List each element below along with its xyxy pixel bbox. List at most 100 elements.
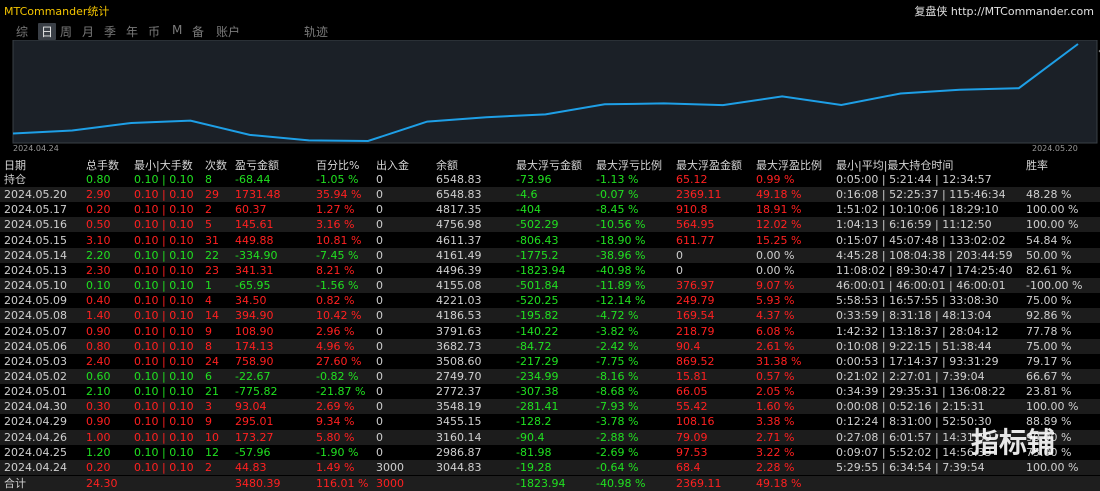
table-row[interactable]: 2024.04.25 1.20 0.10 | 0.10 12 -57.96 -1.90 %… <box>0 445 1100 460</box>
tab-10[interactable]: 轨迹 <box>304 25 329 39</box>
tab-8[interactable]: 备 <box>192 25 205 39</box>
cell-pct: 27.60 % <box>316 354 362 368</box>
column-header[interactable]: 最小|平均|最大持仓时间 <box>836 159 954 172</box>
cell-date: 2024.05.17 <box>4 203 67 217</box>
table-row[interactable]: 2024.05.06 0.80 0.10 | 0.10 8 174.13 4.96 % 0 3… <box>0 338 1100 354</box>
column-header[interactable]: 最小|大手数 <box>134 159 193 172</box>
cell-pnl: 1731.48 <box>235 188 281 202</box>
cell-flow: 0 <box>376 188 383 202</box>
table-row[interactable]: 2024.05.02 0.60 0.10 | 0.10 6 -22.67 -0.82 % 0… <box>0 368 1100 384</box>
column-header[interactable]: 次数 <box>205 159 227 172</box>
column-header[interactable]: 出入金 <box>376 159 409 172</box>
cell-balance: 4161.49 <box>436 248 482 262</box>
cell-maxloss_pct: -11.89 % <box>596 279 646 293</box>
cell-date: 2024.05.01 <box>4 385 67 399</box>
cell-pct: 35.94 % <box>316 188 362 202</box>
cell-minmax: 0.10 | 0.10 <box>134 203 194 217</box>
column-header[interactable]: 最大浮盈比例 <box>756 159 822 172</box>
cell-date: 2024.05.08 <box>4 309 67 323</box>
cell-balance: 3682.73 <box>436 339 482 353</box>
table-row[interactable]: 2024.05.07 0.90 0.10 | 0.10 9 108.90 2.96 % 0 3… <box>0 324 1100 339</box>
column-header[interactable]: 盈亏金额 <box>235 159 279 172</box>
cell-winrate: 75.00 % <box>1026 294 1072 308</box>
table-row[interactable]: 2024.04.30 0.30 0.10 | 0.10 3 93.04 2.69 % 0 35… <box>0 399 1100 415</box>
table-row[interactable]: 2024.04.24 0.20 0.10 | 0.10 2 44.83 1.49 % 300… <box>0 459 1100 475</box>
table-row[interactable]: 2024.05.16 0.50 0.10 | 0.10 5 145.61 3.16 % 0 4… <box>0 217 1100 233</box>
column-header[interactable]: 日期 <box>4 159 26 172</box>
cell-maxloss_pct: -7.93 % <box>596 400 639 414</box>
table-row[interactable]: 2024.05.20 2.90 0.10 | 0.10 29 1731.48 35.94 … <box>0 187 1100 203</box>
tab-1[interactable]: 日 <box>38 23 57 40</box>
cell-minmax: 0.10 | 0.10 <box>134 415 194 429</box>
column-header[interactable]: 最大浮亏金额 <box>516 159 582 172</box>
cell-lots: 0.60 <box>86 369 111 383</box>
table-row[interactable]: 2024.05.14 2.20 0.10 | 0.10 22 -334.90 -7.45 … <box>0 247 1100 263</box>
cell-maxprofit_pct: 2.05 % <box>756 385 795 399</box>
cell-date: 2024.05.16 <box>4 218 67 232</box>
cell-flow: 0 <box>376 445 383 459</box>
table-row[interactable]: 2024.05.15 3.10 0.10 | 0.10 31 449.88 10.81 %… <box>0 233 1100 248</box>
cell-hold: 0:16:08 | 52:25:37 | 115:46:34 <box>836 188 1006 202</box>
tab-0[interactable]: 综 <box>16 25 29 39</box>
cell-count: 4 <box>205 294 212 308</box>
cell-maxprofit: 0 <box>676 248 683 262</box>
cell-winrate: 50.00 % <box>1026 248 1072 262</box>
cell-minmax: 0.10 | 0.10 <box>134 385 194 399</box>
tab-2[interactable]: 周 <box>60 25 73 39</box>
cell-hold: 0:34:39 | 29:35:31 | 136:08:22 <box>836 385 1006 399</box>
total-lots: 24.30 <box>86 477 118 490</box>
cell-maxloss: -1823.94 <box>516 263 566 277</box>
tab-3[interactable]: 月 <box>82 25 95 39</box>
column-header[interactable]: 百分比% <box>316 159 360 172</box>
tab-6[interactable]: 币 <box>148 25 161 39</box>
total-pnl: 3480.39 <box>235 477 281 490</box>
cell-pnl: -68.44 <box>235 173 271 186</box>
cell-maxprofit: 15.81 <box>676 369 708 383</box>
cell-count: 5 <box>205 218 212 232</box>
cell-maxloss_pct: -40.98 % <box>596 263 646 277</box>
table-row[interactable]: 2024.05.09 0.40 0.10 | 0.10 4 34.50 0.82 % 0 42… <box>0 293 1100 308</box>
cell-maxloss: -73.96 <box>516 173 552 186</box>
column-header[interactable]: 总手数 <box>86 159 119 172</box>
cell-lots: 0.90 <box>86 415 111 429</box>
cell-lots: 2.30 <box>86 263 111 277</box>
tab-9[interactable]: 账户 <box>216 25 241 39</box>
table-row[interactable]: 2024.05.08 1.40 0.10 | 0.10 14 394.90 10.42 %… <box>0 308 1100 324</box>
cell-maxloss_pct: -2.88 % <box>596 430 639 444</box>
cell-maxprofit: 97.53 <box>676 445 708 459</box>
cell-hold: 46:00:01 | 46:00:01 | 46:00:01 <box>836 279 1006 293</box>
cell-count: 3 <box>205 400 212 414</box>
cell-maxprofit: 249.79 <box>676 294 715 308</box>
column-header[interactable]: 余额 <box>436 159 458 172</box>
cell-maxprofit: 869.52 <box>676 354 715 368</box>
cell-flow: 0 <box>376 233 383 247</box>
table-row[interactable]: 2024.05.01 2.10 0.10 | 0.10 21 -775.82 -21.87… <box>0 384 1100 399</box>
tab-4[interactable]: 季 <box>104 25 117 39</box>
cell-lots: 2.90 <box>86 188 111 202</box>
cell-hold: 1:04:13 | 6:16:59 | 11:12:50 <box>836 218 992 232</box>
table-row[interactable]: 2024.05.13 2.30 0.10 | 0.10 23 341.31 8.21 % 0… <box>0 263 1100 278</box>
column-header[interactable]: 最大浮盈金额 <box>676 159 742 172</box>
cell-pnl: 145.61 <box>235 218 274 232</box>
table-row[interactable]: 2024.05.10 0.10 0.10 | 0.10 1 -65.95 -1.56 % 0… <box>0 278 1100 294</box>
column-header[interactable]: 胜率 <box>1026 159 1048 172</box>
cell-balance: 3160.14 <box>436 430 482 444</box>
tab-7[interactable]: M <box>172 23 183 37</box>
table-row[interactable]: 2024.05.03 2.40 0.10 | 0.10 24 758.90 27.60 %… <box>0 354 1100 369</box>
brand-link[interactable]: 复盘侠 http://MTCommander.com <box>914 5 1094 18</box>
open-positions-row[interactable]: 持仓 0.80 0.10 | 0.10 8 -68.44 -1.05 % 0 6548.83 -… <box>0 172 1100 187</box>
balance-line <box>12 43 1079 143</box>
tab-5[interactable]: 年 <box>126 25 139 39</box>
cell-flow: 0 <box>376 324 383 338</box>
table-header: 日期 总手数 最小|大手数 次数 盈亏金额 百分比% 出入金 余额 最大浮亏金额 最大浮亏比例 最大… <box>0 158 1100 173</box>
cell-lots: 2.10 <box>86 385 111 399</box>
column-header[interactable]: 最大浮亏比例 <box>596 159 662 172</box>
cell-flow: 0 <box>376 279 383 293</box>
cell-winrate: 100.00 % <box>1026 400 1079 414</box>
cell-maxprofit_pct: 2.71 % <box>756 430 795 444</box>
cell-balance: 6548.83 <box>436 188 482 202</box>
cell-maxloss_pct: -38.96 % <box>596 248 646 262</box>
table-row[interactable]: 2024.04.29 0.90 0.10 | 0.10 9 295.01 9.34 % 0 3… <box>0 414 1100 429</box>
table-row[interactable]: 2024.05.17 0.20 0.10 | 0.10 2 60.37 1.27 % 0 48… <box>0 202 1100 217</box>
table-row[interactable]: 2024.04.26 1.00 0.10 | 0.10 10 173.27 5.80 % 0… <box>0 429 1100 445</box>
